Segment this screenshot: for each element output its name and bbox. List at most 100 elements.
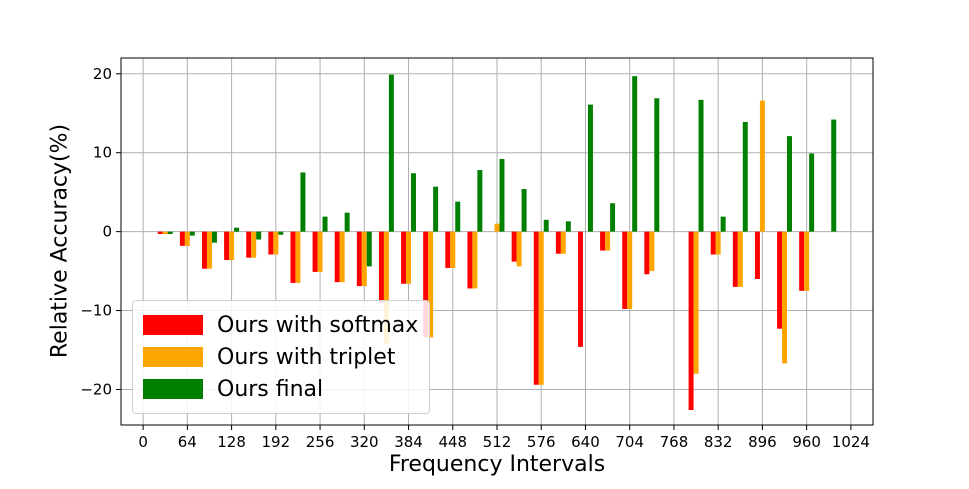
bar-triplet [693, 231, 699, 374]
legend-label-final: Ours final [217, 376, 324, 402]
x-tick-label: 384 [394, 433, 423, 451]
bar-softmax [202, 231, 207, 269]
bar-triplet [229, 231, 235, 261]
x-tick-label: 128 [217, 433, 246, 451]
bar-final [831, 119, 837, 232]
bar-softmax [710, 231, 716, 255]
bar-final [654, 98, 660, 232]
bar-final [521, 189, 527, 232]
bar-triplet [560, 231, 566, 254]
bars [157, 74, 837, 411]
bar-triplet [406, 231, 412, 284]
x-tick-label: 512 [483, 433, 512, 451]
bar-softmax [312, 231, 318, 272]
bar-softmax [555, 231, 561, 254]
bar-softmax [356, 231, 362, 287]
legend: Ours with softmax Ours with triplet Ours… [132, 300, 430, 414]
bar-softmax [777, 231, 783, 329]
bar-final [234, 227, 240, 232]
bar-triplet [605, 231, 611, 251]
bar-triplet [538, 231, 544, 385]
bar-triplet [782, 231, 788, 364]
bar-final [543, 219, 549, 232]
bar-final [632, 76, 638, 232]
y-tick-label: 20 [93, 65, 112, 83]
x-tick-label: 320 [350, 433, 379, 451]
y-axis-ticks: −20 −10 0 10 20 [80, 65, 121, 398]
bar-softmax [224, 231, 230, 261]
bar-softmax [401, 231, 407, 284]
bar-triplet [627, 231, 633, 309]
x-tick-label: 896 [748, 433, 777, 451]
x-tick-label: 640 [571, 433, 600, 451]
bar-final [455, 201, 461, 232]
bar-final [809, 153, 815, 232]
bar-final [720, 216, 726, 232]
bar-softmax [179, 231, 185, 246]
bar-final [256, 231, 262, 240]
bar-softmax [644, 231, 650, 275]
bar-triplet [383, 231, 389, 344]
x-tick-label: 832 [704, 433, 733, 451]
y-tick-label: −10 [80, 302, 112, 320]
x-tick-label: 768 [660, 433, 689, 451]
bar-triplet [649, 231, 655, 272]
bar-softmax [799, 231, 805, 291]
x-tick-label: 576 [527, 433, 556, 451]
y-tick-label: 10 [93, 144, 112, 162]
bar-softmax [378, 231, 384, 303]
y-tick-label: −20 [80, 380, 112, 398]
bar-softmax [732, 231, 738, 287]
x-tick-label: 0 [138, 433, 148, 451]
x-tick-label: 960 [792, 433, 821, 451]
bar-triplet [804, 231, 810, 291]
bar-final [565, 221, 571, 232]
bar-softmax [445, 231, 451, 268]
bar-triplet [428, 231, 434, 338]
x-tick-label: 704 [615, 433, 644, 451]
x-tick-label: 256 [306, 433, 335, 451]
y-axis-label: Relative Accuracy(%) [47, 123, 73, 359]
x-tick-label: 64 [178, 433, 197, 451]
bar-final [322, 216, 328, 232]
legend-swatch-final [143, 379, 203, 399]
bar-final [189, 231, 195, 236]
bar-triplet [516, 231, 522, 267]
bar-triplet [450, 231, 456, 268]
bar-triplet [184, 231, 190, 246]
legend-item-triplet: Ours with triplet [143, 342, 395, 372]
bar-softmax [578, 231, 583, 347]
bar-triplet [737, 231, 743, 287]
bar-softmax [467, 231, 473, 289]
bar-triplet [361, 231, 367, 287]
bar-final [787, 136, 792, 232]
bar-final [300, 172, 306, 232]
x-tick-label: 1024 [832, 433, 870, 451]
bar-final [742, 121, 748, 232]
bar-softmax [290, 231, 296, 283]
bar-final [499, 159, 505, 232]
bar-softmax [511, 231, 517, 262]
x-tick-label: 192 [262, 433, 291, 451]
bar-final [411, 173, 416, 232]
bar-softmax [334, 231, 340, 283]
bar-triplet [317, 231, 323, 272]
bar-softmax [246, 231, 252, 258]
legend-swatch-triplet [143, 347, 203, 367]
bar-final [433, 186, 439, 232]
bar-triplet [273, 231, 279, 255]
y-tick-label: 0 [102, 223, 112, 241]
bar-final [698, 99, 704, 232]
bar-triplet [295, 231, 301, 283]
legend-label-triplet: Ours with triplet [217, 344, 396, 370]
legend-label-softmax: Ours with softmax [217, 312, 419, 338]
bar-final [278, 231, 284, 235]
bar-softmax [622, 231, 628, 309]
legend-item-final: Ours final [143, 374, 323, 404]
bar-softmax [600, 231, 606, 251]
bar-final [344, 212, 350, 232]
x-axis-ticks: 0 64 128 192 256 320 384 448 512 576 640 704 768 832 8… [138, 425, 870, 451]
bar-triplet [162, 231, 168, 235]
